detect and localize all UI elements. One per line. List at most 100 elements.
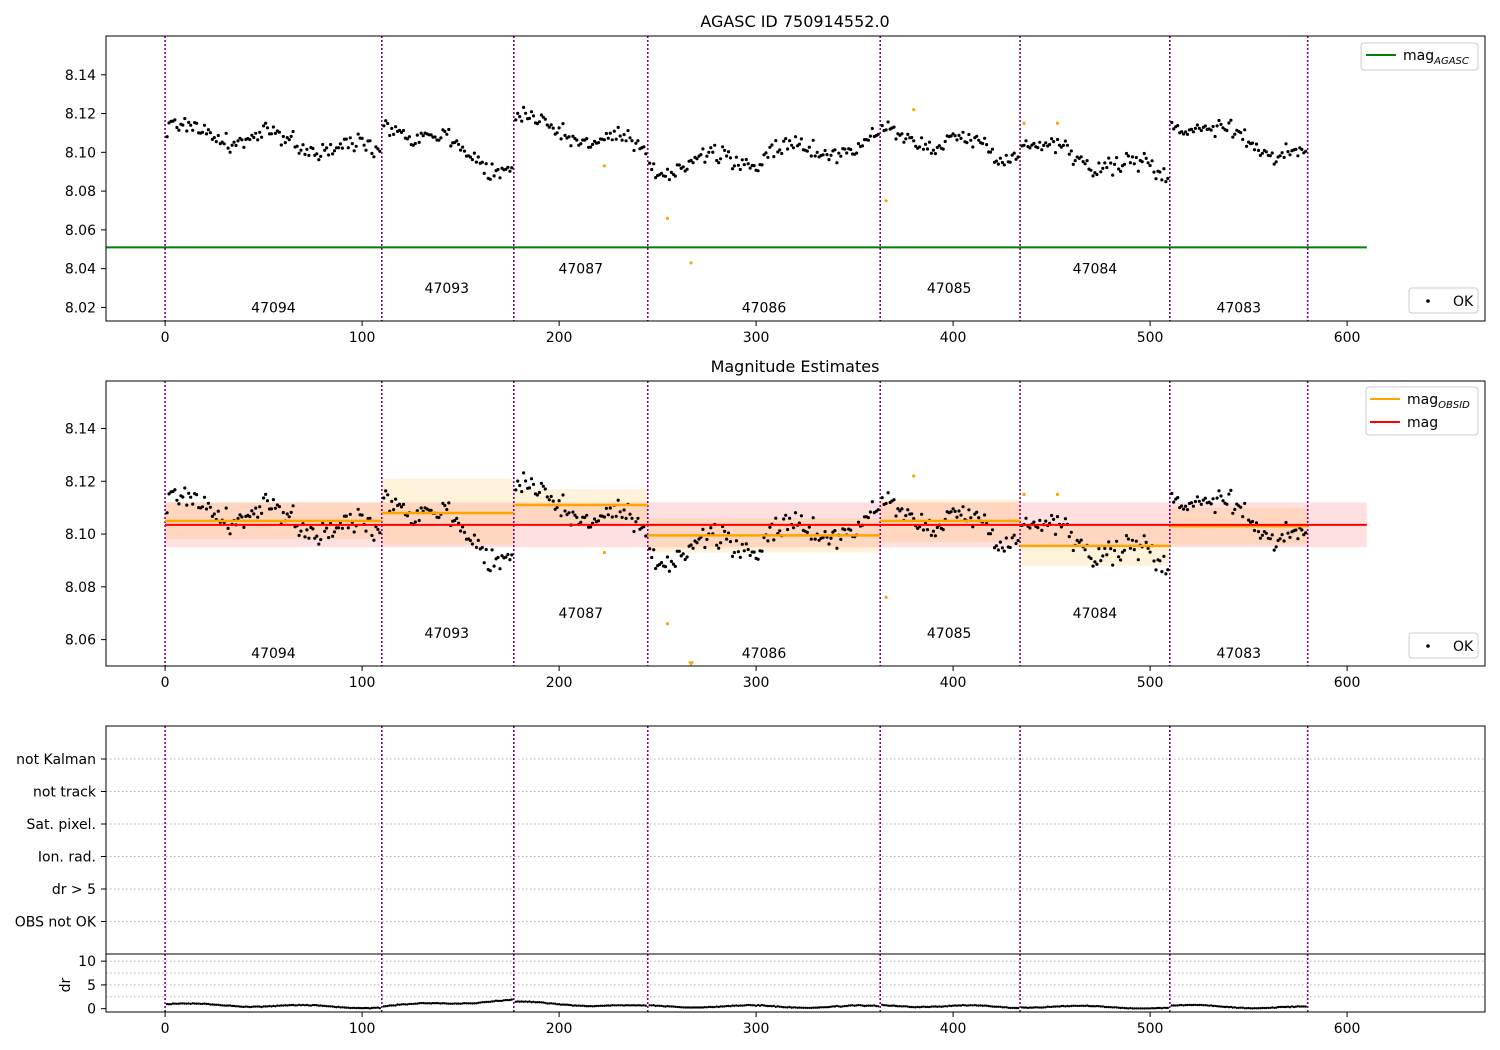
p2-point-ok [1272, 548, 1276, 552]
dr-point [278, 1004, 281, 1007]
p2-point-ok [602, 515, 607, 519]
p2-point-ok [821, 535, 825, 540]
dr-axis-label: dr [58, 977, 74, 992]
dr-point [896, 1005, 900, 1008]
p1-point-ok [1270, 151, 1274, 155]
p2-point-ok [472, 533, 476, 537]
p1-point-ok [827, 158, 831, 162]
dr-point [1026, 1006, 1030, 1010]
dr-point [1261, 1006, 1264, 1010]
p1-point-ok [378, 149, 382, 153]
p1-point-ok [1184, 130, 1188, 134]
p1-point-ok [234, 143, 238, 148]
dr-point [449, 1002, 452, 1005]
p2-point-ok [762, 535, 766, 540]
dr-point [1101, 1005, 1105, 1008]
dr-point [228, 1004, 232, 1007]
p1-point-ok [1203, 124, 1207, 128]
flag-label: Ion. rad. [38, 850, 96, 866]
p2-point-ok [898, 509, 902, 513]
dr-point [1141, 1007, 1144, 1010]
dr-point [514, 1000, 517, 1003]
p2-point-ok [929, 533, 934, 538]
p2-point-ok [949, 510, 953, 514]
p2-point-ok [1146, 546, 1150, 550]
dr-point [1243, 1007, 1246, 1010]
p2-point-ok [969, 516, 973, 520]
p1-point-ok [541, 115, 545, 119]
dr-point [516, 1000, 519, 1003]
dr-point [953, 1004, 957, 1007]
dr-point [1135, 1007, 1138, 1010]
p2-point-ok [953, 509, 957, 513]
p1-xtick-label: 200 [546, 330, 573, 346]
p2-point-ok [238, 513, 242, 517]
dr-point [561, 1003, 565, 1006]
p2-point-ok [734, 539, 739, 543]
p1-point-ok [254, 131, 258, 135]
p1-point-ok [260, 135, 264, 139]
dr-point [1188, 1003, 1191, 1007]
dr-point [918, 1006, 921, 1009]
p2-point-ok [593, 517, 597, 521]
p2-point-ok [998, 540, 1003, 544]
p2-point-ok [557, 499, 561, 503]
dr-point [751, 1004, 754, 1007]
p2-point-ok [510, 553, 514, 557]
p2-point-ok [1268, 537, 1272, 541]
p2-point-ok [1002, 549, 1006, 553]
p2-point-ok [1028, 526, 1032, 530]
p1-point-ok [845, 151, 849, 155]
p2-point-ok [1229, 488, 1233, 492]
p2-point-ok [925, 528, 930, 532]
dr-point [969, 1004, 972, 1007]
p1-point-ok [760, 163, 764, 167]
dr-point [967, 1004, 971, 1007]
dr-point [735, 1004, 738, 1007]
dr-point [374, 1006, 378, 1009]
dr-point [1162, 1006, 1166, 1009]
p1-point-ok [969, 138, 973, 142]
p2-point-ok [849, 528, 853, 532]
dr-point [274, 1005, 277, 1008]
p1-point-ok [1004, 153, 1008, 157]
dr-point [366, 1006, 370, 1010]
dr-point [1275, 1006, 1278, 1009]
p2-point-ok [1182, 507, 1186, 511]
dr-point [418, 1002, 421, 1005]
dr-point [333, 1005, 336, 1009]
dr-point [747, 1003, 750, 1007]
dr-point [1148, 1007, 1152, 1010]
dr-point [792, 1006, 795, 1009]
dr-point [1109, 1006, 1112, 1009]
p2-point-ok [644, 534, 648, 538]
p1-point-ok [1136, 169, 1140, 173]
dr-point [234, 1005, 238, 1008]
dr-point [711, 1005, 714, 1009]
dr-point [684, 1006, 687, 1009]
dr-point [1022, 1006, 1026, 1009]
dr-point [276, 1004, 279, 1007]
p2-point-ok [1195, 495, 1199, 499]
p1-point-ok [1272, 162, 1276, 166]
p1-point-ok [839, 154, 843, 158]
p1-point-ok [506, 165, 510, 169]
p2-point-ok [642, 525, 646, 529]
p1-point-ok [488, 177, 492, 181]
dr-point [410, 1002, 413, 1006]
p2-point-ok [378, 531, 382, 535]
p1-point-ok [173, 118, 177, 122]
p4-xtick-label: 100 [349, 1021, 376, 1037]
p2-point-ok [482, 561, 486, 565]
p1-point-ok [390, 126, 394, 130]
dr-point [808, 1006, 811, 1010]
p2-point-ok [443, 503, 447, 508]
dr-point [238, 1005, 242, 1008]
p1-point-ok [445, 132, 449, 136]
p1-obsid-label: 47084 [1073, 262, 1118, 278]
dr-point [1145, 1007, 1148, 1010]
p1-point-ok [707, 150, 711, 154]
dr-point [313, 1003, 316, 1007]
dr-point [867, 1004, 870, 1007]
p1-point-ok [382, 124, 386, 128]
